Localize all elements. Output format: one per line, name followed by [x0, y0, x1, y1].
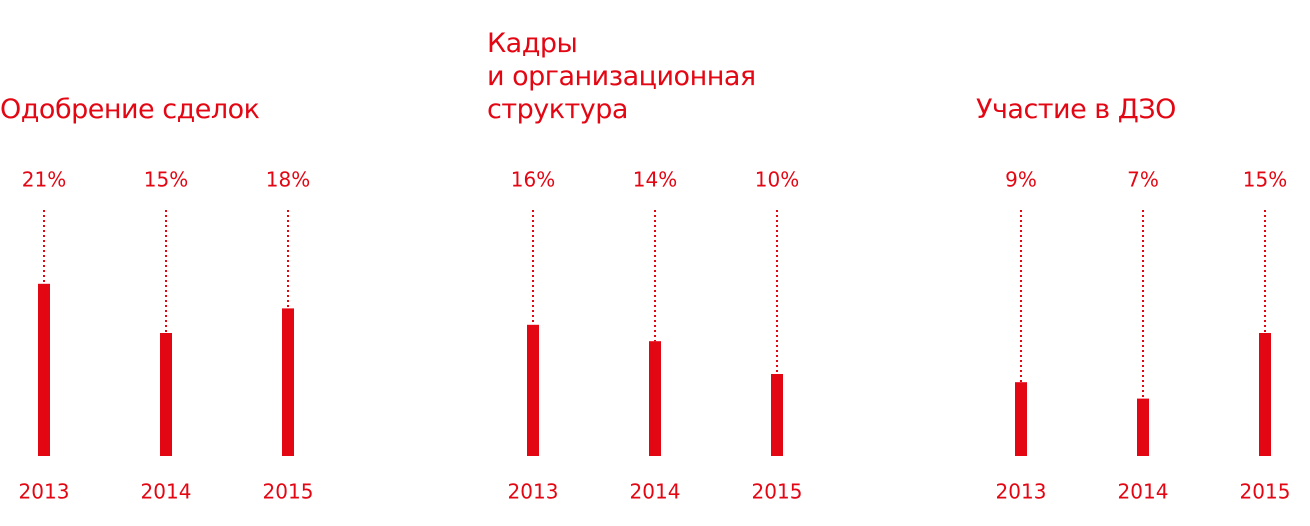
x-tick-label: 2014	[630, 480, 681, 504]
x-tick-label: 2013	[19, 480, 70, 504]
chart-title: Кадры и организационная структура	[487, 28, 756, 125]
x-tick-label: 2015	[263, 480, 314, 504]
value-label: 10%	[755, 168, 799, 192]
chart-title: Одобрение сделок	[0, 94, 260, 125]
x-tick-label: 2015	[1240, 480, 1291, 504]
x-tick-label: 2014	[1118, 480, 1169, 504]
value-label: 21%	[22, 168, 66, 192]
bar	[1015, 382, 1027, 456]
bar	[160, 333, 172, 456]
value-label: 15%	[1243, 168, 1287, 192]
bar	[649, 341, 661, 456]
value-label: 18%	[266, 168, 310, 192]
bar	[38, 283, 50, 456]
value-label: 16%	[511, 168, 555, 192]
value-label: 7%	[1127, 168, 1159, 192]
value-label: 9%	[1005, 168, 1037, 192]
bar	[1259, 333, 1271, 456]
bar	[1137, 398, 1149, 456]
bar	[282, 308, 294, 456]
x-tick-label: 2015	[752, 480, 803, 504]
bar	[771, 374, 783, 456]
x-tick-label: 2013	[996, 480, 1047, 504]
bar	[527, 324, 539, 456]
chart-title: Участие в ДЗО	[976, 94, 1176, 125]
x-tick-label: 2013	[508, 480, 559, 504]
x-tick-label: 2014	[141, 480, 192, 504]
value-label: 15%	[144, 168, 188, 192]
value-label: 14%	[633, 168, 677, 192]
